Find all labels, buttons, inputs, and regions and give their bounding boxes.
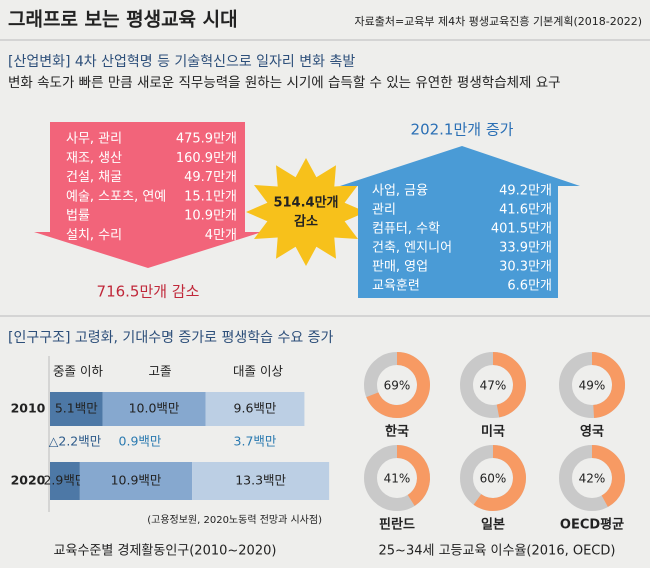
net-value: 514.4만개 [273, 195, 338, 211]
chart-title: 25~34세 고등교육 이수율(2016, OECD) [379, 544, 616, 559]
job-value: 160.9만개 [176, 151, 237, 166]
job-name: 건설, 채굴 [66, 170, 122, 185]
job-value: 475.9만개 [176, 132, 237, 147]
job-name: 사업, 금융 [372, 184, 428, 199]
job-value: 33.9만개 [499, 241, 552, 256]
bar [102, 392, 206, 426]
category-label: 일본 [481, 518, 505, 533]
legend-label: 중졸 이하 [53, 364, 103, 379]
job-value: 15.1만개 [184, 189, 237, 204]
value-label: 69% [384, 379, 411, 393]
value-label: 5.1백만 [55, 401, 98, 416]
donut-slice [492, 352, 526, 418]
job-name: 재조, 생산 [66, 151, 122, 166]
decrease-total: 716.5만개 감소 [97, 283, 200, 301]
donut-slice [396, 445, 430, 506]
bar [79, 462, 193, 500]
job-value: 49.2만개 [499, 184, 552, 199]
net-label: 감소 [294, 215, 318, 230]
job-name: 컴퓨터, 수학 [372, 222, 440, 237]
change-label: △2.2백만 [49, 434, 102, 449]
job-value: 10.9만개 [184, 209, 237, 224]
value-label: 49% [579, 379, 606, 393]
net-star [246, 158, 366, 266]
section-heading: [산업변화] 4차 산업혁명 등 기술혁신으로 일자리 변화 촉발 [8, 54, 355, 70]
job-name: 예술, 스포츠, 연예 [66, 189, 166, 204]
value-label: 13.3백만 [235, 473, 286, 488]
increase-total: 202.1만개 증가 [411, 121, 514, 139]
job-name: 판매, 영업 [372, 260, 428, 275]
change-label: 0.9백만 [119, 434, 162, 449]
bar [50, 462, 80, 500]
source: 자료출처=교육부 제4차 평생교육진흥 기본계획(2018-2022) [354, 14, 642, 28]
chart-title: 교육수준별 경제활동인구(2010~2020) [54, 544, 277, 559]
value-label: 10.0백만 [129, 401, 180, 416]
bar [50, 392, 103, 426]
decrease-arrow [34, 122, 262, 268]
job-name: 건축, 엔지니어 [372, 241, 452, 256]
job-value: 30.3만개 [499, 260, 552, 275]
legend-label: 고졸 [148, 364, 171, 379]
category-label: 영국 [580, 425, 604, 440]
category-label: 핀란드 [379, 517, 415, 533]
job-value: 49.7만개 [184, 170, 237, 185]
legend-label: 대졸 이상 [233, 364, 283, 379]
increase-arrow [340, 146, 580, 298]
change-label: 3.7백만 [234, 434, 277, 449]
value-label: 41% [384, 472, 411, 486]
job-value: 401.5만개 [491, 222, 552, 237]
job-name: 설치, 수리 [66, 228, 122, 243]
value-label: 9.6백만 [234, 401, 277, 416]
donut-slice [591, 445, 625, 507]
title: 그래프로 보는 평생교육 시대 [8, 9, 238, 31]
job-value: 41.6만개 [499, 203, 552, 218]
chart-note: (고용정보원, 2020노동력 전망과 시사점) [147, 514, 322, 526]
job-name: 관리 [372, 203, 396, 218]
section-description: 변화 속도가 빠른 만큼 새로운 직무능력을 원하는 시기에 습득할 수 있는 … [8, 75, 561, 91]
job-name: 교육훈련 [372, 279, 420, 294]
donut-slice [473, 445, 526, 511]
section-heading: [인구구조] 고령화, 기대수명 증가로 평생학습 수요 증가 [8, 330, 334, 346]
y-tick-label: 2010 [11, 401, 46, 416]
category-label: OECD평균 [560, 517, 624, 533]
donut-slice [366, 352, 430, 418]
bar [192, 462, 330, 500]
bar [205, 392, 305, 426]
value-label: 42% [579, 472, 606, 486]
value-label: 2.9백만 [43, 473, 86, 488]
job-value: 4만개 [205, 228, 237, 243]
donut-slice [591, 352, 626, 418]
job-name: 법률 [66, 209, 90, 224]
job-value: 6.6만개 [507, 279, 552, 294]
value-label: 60% [480, 472, 507, 486]
job-name: 사무, 관리 [66, 132, 122, 147]
category-label: 미국 [481, 424, 505, 440]
y-tick-label: 2020 [11, 473, 46, 488]
value-label: 47% [480, 379, 507, 393]
category-label: 한국 [385, 424, 409, 440]
value-label: 10.9백만 [111, 473, 162, 488]
